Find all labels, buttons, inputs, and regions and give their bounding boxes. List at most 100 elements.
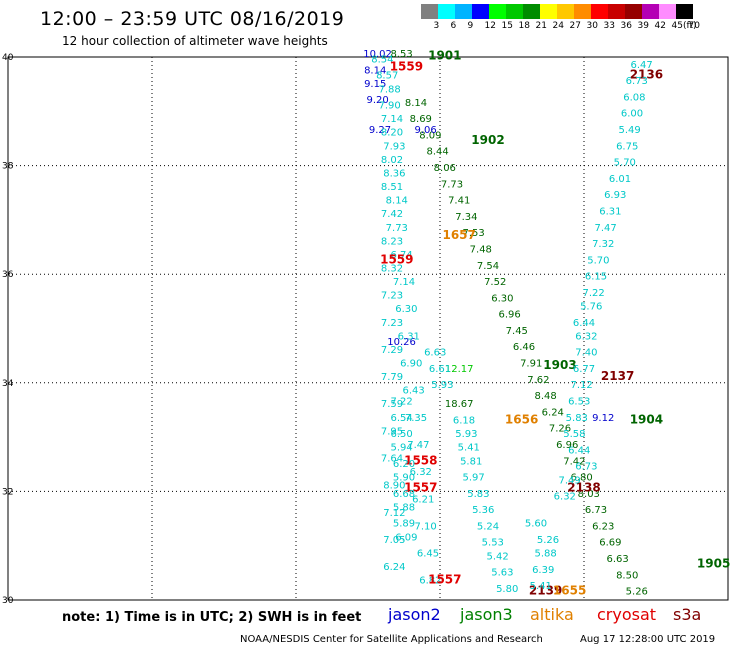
swh-value: 7.42 xyxy=(563,456,585,467)
swh-value: 6.18 xyxy=(453,416,475,427)
swh-value: 5.94 xyxy=(390,443,412,454)
legend-bin-label: 15 xyxy=(501,21,513,31)
legend-swatch xyxy=(591,4,608,19)
swh-value: 7.45 xyxy=(506,326,528,337)
swh-value: 10.02 xyxy=(363,49,392,60)
swh-value: 5.70 xyxy=(587,255,609,266)
swh-value: 6.54 xyxy=(390,413,412,424)
swh-value: 7.64 xyxy=(381,454,403,465)
swh-value: 8.02 xyxy=(381,155,403,166)
pass-time-label: 1901 xyxy=(428,49,461,63)
legend-bin-label: 18 xyxy=(518,21,530,31)
swh-value: 7.26 xyxy=(549,424,571,435)
pass-time-label: 2139 xyxy=(529,584,562,598)
swh-value: 5.83 xyxy=(467,489,489,500)
swh-value: 10.26 xyxy=(387,337,416,348)
page-subtitle: 12 hour collection of altimeter wave hei… xyxy=(62,34,328,48)
swh-value: 8.48 xyxy=(534,391,556,402)
swh-value: 6.80 xyxy=(570,473,592,484)
legend-unit-label: (ft) xyxy=(683,21,697,31)
swh-value: 7.23 xyxy=(381,318,403,329)
swh-value: 5.83 xyxy=(566,413,588,424)
swh-value: 6.63 xyxy=(424,348,446,359)
swh-value: 6.74 xyxy=(390,250,412,261)
swh-value: 7.95 xyxy=(381,426,403,437)
legend-swatch xyxy=(489,4,506,19)
pass-time-label: 1558 xyxy=(404,453,437,467)
legend-swatch xyxy=(472,4,489,19)
swh-value: 7.52 xyxy=(484,277,506,288)
swh-value: 6.47 xyxy=(630,60,652,71)
legend-swatch xyxy=(659,4,676,19)
legend-swatch xyxy=(540,4,557,19)
swh-value: 7.73 xyxy=(441,179,463,190)
pass-time-label: 1557 xyxy=(428,573,461,587)
swh-value: 9.12 xyxy=(592,413,614,424)
swh-value: 6.31 xyxy=(398,331,420,342)
swh-value: 6.24 xyxy=(383,562,405,573)
swh-value: 8.50 xyxy=(616,570,638,581)
swh-value: 6.39 xyxy=(532,565,554,576)
swh-value: 7.91 xyxy=(520,359,542,370)
swh-value: 7.49 xyxy=(558,475,580,486)
swh-value: 6.43 xyxy=(402,386,424,397)
swh-value: 6.01 xyxy=(609,174,631,185)
swh-value: 7.29 xyxy=(381,345,403,356)
swh-value: 7.14 xyxy=(381,114,403,125)
swh-value: 6.32 xyxy=(410,467,432,478)
swh-value: 9.20 xyxy=(366,95,388,106)
swh-value: 7.54 xyxy=(477,261,499,272)
swh-value: 6.44 xyxy=(573,318,595,329)
swh-value: 5.80 xyxy=(496,584,518,595)
swh-value: 7.34 xyxy=(455,212,477,223)
legend-swatch xyxy=(676,4,693,19)
swh-value: 8.03 xyxy=(578,489,600,500)
pass-time-label: 1559 xyxy=(390,60,423,74)
swh-value: 18.67 xyxy=(445,399,474,410)
swh-value: 7.62 xyxy=(527,375,549,386)
swh-value: 6.20 xyxy=(393,459,415,470)
swh-value: 9.06 xyxy=(414,125,436,136)
swh-value: 7.14 xyxy=(393,277,415,288)
footer-note: note: 1) Time is in UTC; 2) SWH is in fe… xyxy=(62,610,362,625)
legend-bin-label: 36 xyxy=(620,21,632,31)
swh-value: 6.61 xyxy=(429,364,451,375)
swh-value: 5.42 xyxy=(486,551,508,562)
legend-swatch xyxy=(557,4,574,19)
legend-bin-label: 27 xyxy=(569,21,581,31)
swh-value: 6.45 xyxy=(417,549,439,560)
legend-swatch xyxy=(642,4,659,19)
swh-value: 6.96 xyxy=(556,440,578,451)
legend-swatch xyxy=(625,4,642,19)
pass-time-label: 1559 xyxy=(380,252,413,266)
swh-value: 5.36 xyxy=(472,505,494,516)
legend-bin-label: 70 xyxy=(688,21,700,31)
pass-time-label: 2137 xyxy=(601,369,634,383)
swh-value: 6.82 xyxy=(419,576,441,587)
swh-value: 7.47 xyxy=(594,223,616,234)
swh-value: 6.08 xyxy=(623,92,645,103)
swh-value: 6.23 xyxy=(592,521,614,532)
swh-value: 8.90 xyxy=(383,481,405,492)
legend-swatch xyxy=(421,4,438,19)
pass-time-label: 1557 xyxy=(404,480,437,494)
swh-value: 6.21 xyxy=(412,494,434,505)
swh-value: 7.12 xyxy=(383,508,405,519)
swh-value: 6.69 xyxy=(599,538,621,549)
swh-value: 6.96 xyxy=(498,310,520,321)
page-title: 12:00 – 23:59 UTC 08/16/2019 xyxy=(40,8,345,30)
legend-swatch xyxy=(506,4,523,19)
swh-value: 7.53 xyxy=(462,228,484,239)
swh-value: 8.14 xyxy=(405,98,427,109)
swh-value: 7.79 xyxy=(381,372,403,383)
swh-value: 7.59 xyxy=(381,399,403,410)
y-tick-label: 34 xyxy=(2,379,14,389)
swh-value: 6.73 xyxy=(575,462,597,473)
swh-value: 8.20 xyxy=(381,128,403,139)
y-tick-label: 30 xyxy=(2,596,14,605)
swh-value: 7.22 xyxy=(390,397,412,408)
swh-value: 8.14 xyxy=(386,196,408,207)
map-frame xyxy=(7,56,729,601)
pass-time-label: 1902 xyxy=(471,133,504,147)
legend-swatch xyxy=(523,4,540,19)
